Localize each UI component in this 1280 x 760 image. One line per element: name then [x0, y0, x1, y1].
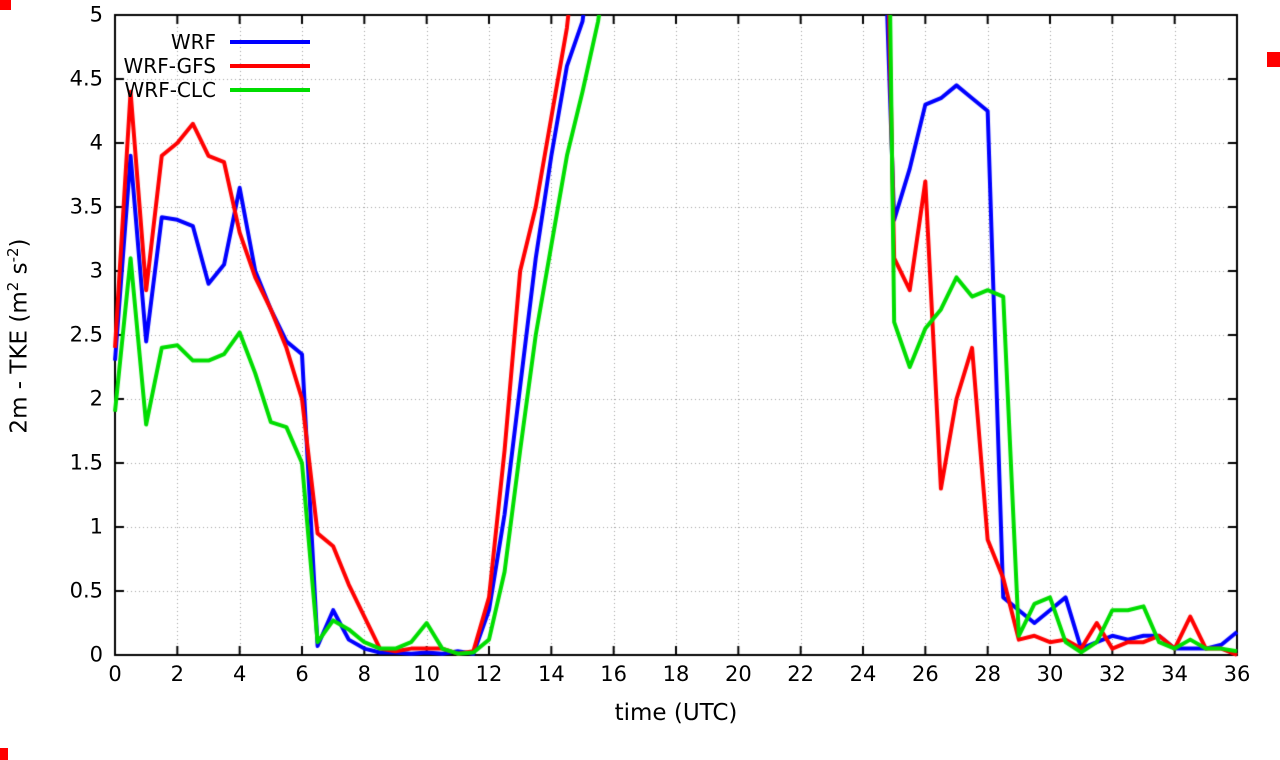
y-tick-label: 2 — [89, 386, 103, 411]
y-tick-label: 5 — [89, 2, 103, 27]
y-tick-label: 2.5 — [69, 322, 103, 347]
x-tick-label: 30 — [1036, 662, 1064, 686]
x-tick-label: 18 — [662, 662, 690, 686]
x-tick-label: 2 — [170, 662, 185, 686]
legend-label-wrf-gfs: WRF-GFS — [123, 54, 216, 78]
y-axis-title-superscript: 2 — [4, 281, 22, 292]
legend-line-sample-wrf-clc — [230, 88, 310, 92]
y-tick-label: 3.5 — [69, 194, 103, 219]
red-corner-mark-bottom-left — [0, 748, 8, 760]
x-tick-label: 0 — [108, 662, 122, 686]
x-tick-label: 20 — [724, 662, 752, 686]
x-tick-label: 36 — [1223, 662, 1251, 686]
y-axis-title-part: 2m - TKE (m — [6, 291, 33, 434]
legend-label-wrf-clc: WRF-CLC — [124, 78, 216, 102]
y-tick-label: 1 — [89, 514, 103, 539]
legend-item-wrf-gfs: WRF-GFS — [112, 54, 310, 78]
y-axis-title-superscript: -2 — [4, 247, 22, 263]
y-tick-label: 3 — [89, 258, 103, 283]
y-tick-label: 0.5 — [69, 578, 103, 603]
legend-line-sample-wrf — [230, 40, 310, 44]
legend-line-sample-wrf-gfs — [230, 64, 310, 68]
x-tick-label: 32 — [1098, 662, 1126, 686]
red-corner-mark-top-left — [0, 0, 11, 10]
y-tick-label: 0 — [89, 642, 103, 667]
x-tick-label: 16 — [600, 662, 628, 686]
x-tick-label: 24 — [849, 662, 877, 686]
x-tick-label: 26 — [911, 662, 939, 686]
red-edge-mark-right — [1267, 52, 1280, 67]
y-tick-label: 1.5 — [69, 450, 103, 475]
x-axis-title: time (UTC) — [614, 700, 738, 726]
y-tick-label: 4.5 — [69, 66, 103, 91]
y-axis-title-part: ) — [6, 238, 33, 248]
legend-item-wrf: WRF — [112, 30, 310, 54]
legend-item-wrf-clc: WRF-CLC — [112, 78, 310, 102]
x-tick-label: 22 — [787, 662, 815, 686]
x-tick-label: 6 — [295, 662, 309, 686]
y-axis-title-part: s — [6, 262, 33, 282]
x-tick-label: 10 — [413, 662, 441, 686]
legend: WRF WRF-GFS WRF-CLC — [112, 30, 310, 102]
x-tick-label: 8 — [357, 662, 372, 686]
x-tick-label: 34 — [1161, 662, 1189, 686]
x-tick-label: 28 — [974, 662, 1002, 686]
legend-label-wrf: WRF — [170, 30, 216, 54]
x-tick-label: 4 — [232, 662, 247, 686]
x-tick-label: 14 — [537, 662, 565, 686]
y-tick-label: 4 — [89, 130, 103, 155]
x-tick-label: 12 — [475, 662, 503, 686]
y-axis-title: 2m - TKE (m2 s-2) — [4, 166, 33, 506]
